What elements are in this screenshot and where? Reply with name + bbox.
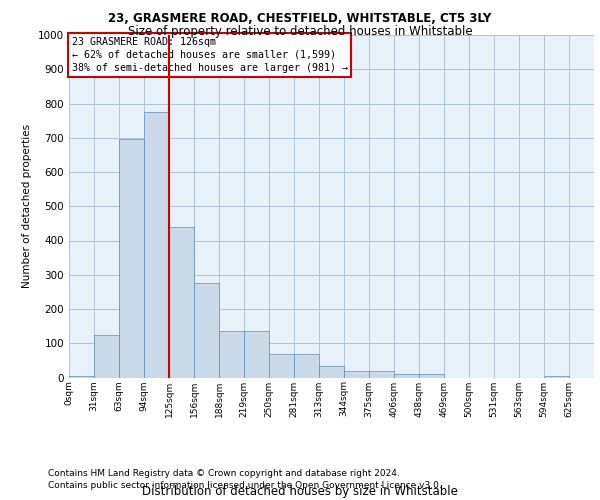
Bar — [144, 112, 169, 378]
Bar — [69, 376, 94, 378]
Bar — [294, 354, 319, 378]
Text: Contains public sector information licensed under the Open Government Licence v3: Contains public sector information licen… — [48, 481, 442, 490]
Bar — [544, 376, 569, 378]
Bar — [319, 366, 344, 378]
Bar — [419, 374, 444, 378]
Bar — [244, 332, 269, 378]
Text: Size of property relative to detached houses in Whitstable: Size of property relative to detached ho… — [128, 25, 472, 38]
Text: 23, GRASMERE ROAD, CHESTFIELD, WHITSTABLE, CT5 3LY: 23, GRASMERE ROAD, CHESTFIELD, WHITSTABL… — [109, 12, 491, 26]
Bar — [194, 284, 219, 378]
Bar — [94, 334, 119, 378]
Y-axis label: Number of detached properties: Number of detached properties — [22, 124, 32, 288]
Bar — [369, 370, 394, 378]
Bar — [344, 370, 369, 378]
Text: 23 GRASMERE ROAD: 126sqm
← 62% of detached houses are smaller (1,599)
38% of sem: 23 GRASMERE ROAD: 126sqm ← 62% of detach… — [71, 36, 347, 73]
Text: Distribution of detached houses by size in Whitstable: Distribution of detached houses by size … — [142, 484, 458, 498]
Bar — [169, 227, 194, 378]
Bar — [269, 354, 294, 378]
Bar — [219, 332, 244, 378]
Text: Contains HM Land Registry data © Crown copyright and database right 2024.: Contains HM Land Registry data © Crown c… — [48, 468, 400, 477]
Bar — [119, 140, 144, 378]
Bar — [394, 374, 419, 378]
